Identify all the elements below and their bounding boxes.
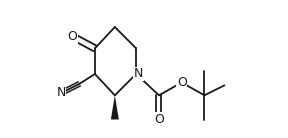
Text: N: N	[56, 86, 66, 99]
Text: O: O	[67, 30, 77, 43]
Polygon shape	[111, 95, 119, 120]
Text: N: N	[134, 67, 143, 80]
Text: O: O	[177, 76, 187, 89]
Text: O: O	[154, 113, 164, 126]
